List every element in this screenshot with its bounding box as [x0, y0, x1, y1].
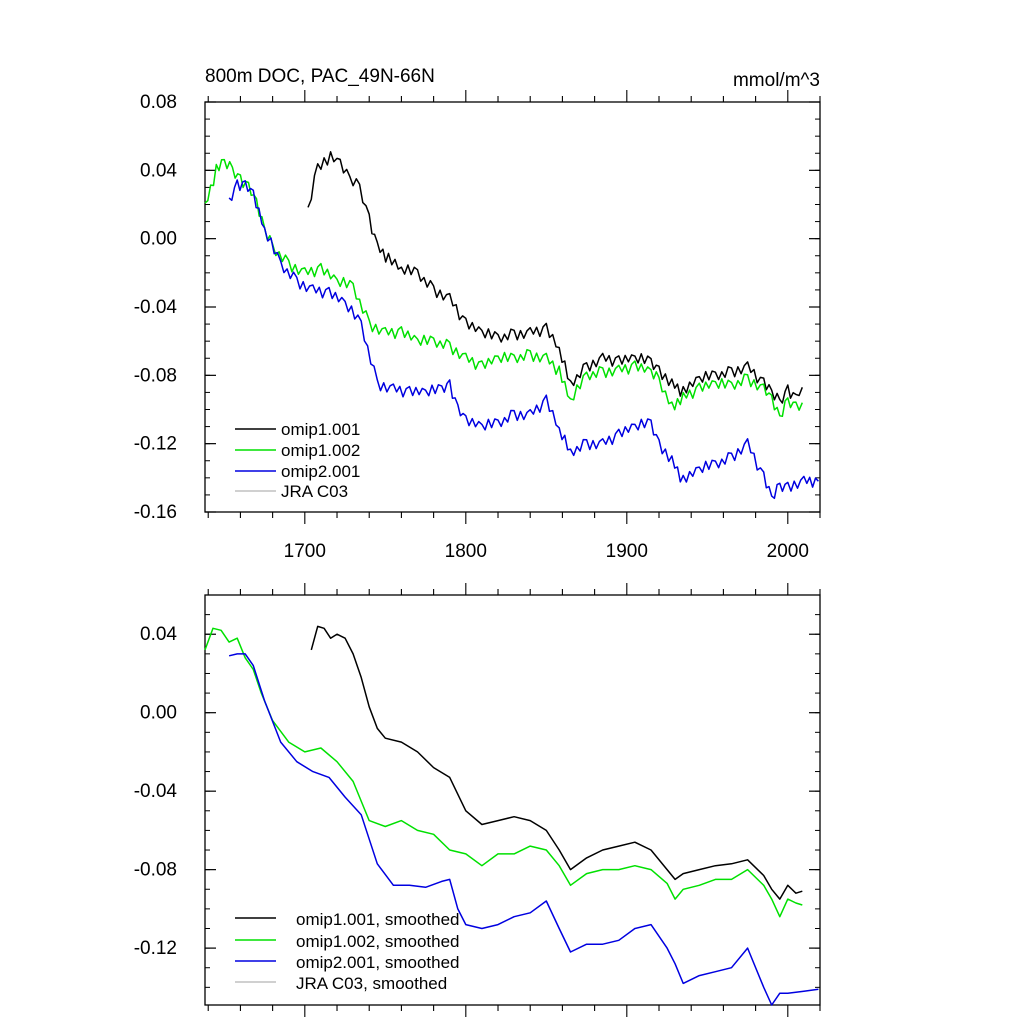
units-label: mmol/m^3: [733, 70, 820, 91]
panel-bottom: 0.04 0.00 -0.04 -0.08 -0.12 omip1.001, smoot…: [134, 583, 821, 1017]
y-tick-label: -0.12: [134, 938, 177, 959]
x-tick-labels: 1700 1800 1900 2000: [284, 541, 809, 562]
legend-label-omip1-001: omip1.001: [281, 420, 360, 439]
y-tick-label: 0.00: [140, 703, 177, 724]
x-tick-label: 1900: [606, 541, 648, 562]
legend-label-omip1-002-smoothed: omip1.002, smoothed: [296, 932, 460, 951]
legend: omip1.001, smoothed omip1.002, smoothed …: [235, 910, 460, 993]
data-lines: [204, 151, 819, 500]
y-tick-label: 0.00: [140, 229, 177, 250]
x-tick-label: 2000: [767, 541, 809, 562]
y-tick-label: -0.16: [134, 502, 177, 523]
y-tick-label: -0.08: [134, 365, 177, 386]
legend-label-omip1-001-smoothed: omip1.001, smoothed: [296, 910, 460, 929]
series-line-omip1-001: [307, 151, 803, 404]
legend-label-jra-c03-smoothed: JRA C03, smoothed: [296, 974, 447, 993]
y-tick-label: 0.04: [140, 160, 177, 181]
y-tick-label: 0.08: [140, 92, 177, 113]
x-tick-label: 1800: [445, 541, 487, 562]
y-tick-label: -0.04: [134, 297, 178, 318]
tick-marks: [205, 90, 821, 524]
legend: omip1.001 omip1.002 omip2.001 JRA C03: [235, 420, 360, 501]
y-tick-label: -0.12: [134, 434, 177, 455]
legend-label-omip2-001: omip2.001: [281, 462, 360, 481]
legend-label-omip2-001-smoothed: omip2.001, smoothed: [296, 953, 460, 972]
chart-title: 800m DOC, PAC_49N-66N: [205, 66, 435, 87]
plot-frame: [204, 594, 821, 1006]
series-line-omip1-001-smoothed: [310, 625, 803, 900]
series-line-omip1-002: [204, 158, 803, 418]
y-tick-label: 0.04: [140, 624, 177, 645]
legend-label-jra-c03: JRA C03: [281, 482, 348, 501]
y-tick-label: -0.08: [134, 860, 177, 881]
data-lines: [204, 625, 819, 1006]
series-line-omip2-001: [228, 179, 819, 500]
y-tick-labels: 0.04 0.00 -0.04 -0.08 -0.12: [134, 624, 178, 959]
panel-top: 0.08 0.04 0.00 -0.04 -0.08 -0.12 -0.16 1700 180…: [134, 66, 821, 562]
y-tick-label: -0.04: [134, 781, 178, 802]
y-tick-labels: 0.08 0.04 0.00 -0.04 -0.08 -0.12 -0.16: [134, 92, 178, 523]
x-tick-label: 1700: [284, 541, 326, 562]
series-line-omip2-001-smoothed: [228, 653, 819, 1006]
legend-label-omip1-002: omip1.002: [281, 441, 360, 460]
tick-marks: [205, 583, 821, 1017]
